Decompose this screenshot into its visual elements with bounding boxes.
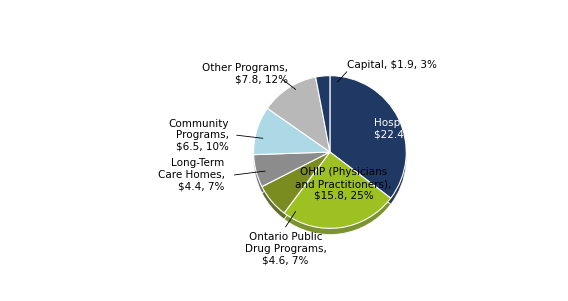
Wedge shape: [262, 158, 330, 219]
Text: Capital, $1.9, 3%: Capital, $1.9, 3%: [346, 60, 437, 70]
Wedge shape: [253, 114, 330, 161]
Wedge shape: [262, 152, 330, 213]
Text: Hospitals,
$22.4, 35%: Hospitals, $22.4, 35%: [374, 118, 434, 140]
Wedge shape: [330, 76, 406, 198]
Wedge shape: [316, 82, 330, 158]
Wedge shape: [253, 108, 330, 155]
Wedge shape: [284, 152, 391, 228]
Wedge shape: [268, 77, 330, 152]
Wedge shape: [254, 152, 330, 187]
Wedge shape: [284, 158, 391, 234]
Wedge shape: [330, 82, 406, 204]
Wedge shape: [316, 76, 330, 152]
Text: Community
Programs,
$6.5, 10%: Community Programs, $6.5, 10%: [169, 119, 229, 152]
Text: Ontario Public
Drug Programs,
$4.6, 7%: Ontario Public Drug Programs, $4.6, 7%: [245, 232, 327, 265]
Wedge shape: [268, 83, 330, 158]
Text: OHIP (Physicians
and Practitioners),
$15.8, 25%: OHIP (Physicians and Practitioners), $15…: [295, 167, 392, 201]
Text: Long-Term
Care Homes,
$4.4, 7%: Long-Term Care Homes, $4.4, 7%: [157, 158, 224, 191]
Wedge shape: [254, 158, 330, 193]
Text: Other Programs,
$7.8, 12%: Other Programs, $7.8, 12%: [202, 63, 288, 85]
